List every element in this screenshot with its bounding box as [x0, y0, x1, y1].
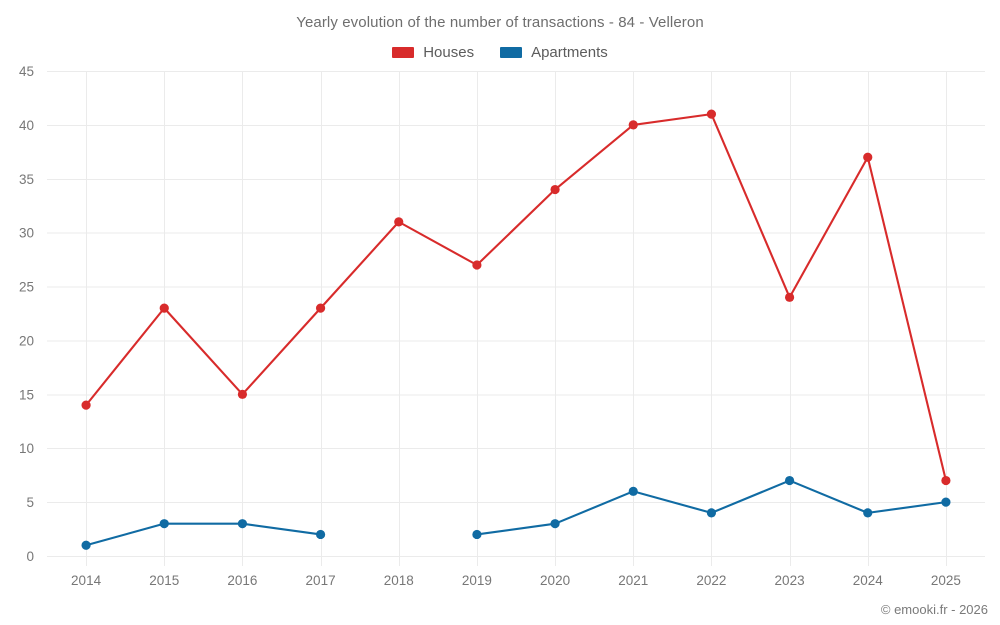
data-point-marker[interactable] [237, 519, 248, 529]
x-axis-tick-label: 2021 [618, 573, 648, 588]
series-line-houses [85, 113, 947, 482]
y-axis-tick-label: 20 [19, 333, 34, 348]
y-axis-tick-label: 5 [26, 495, 34, 510]
data-point-marker[interactable] [550, 519, 560, 529]
data-point-marker[interactable] [394, 217, 404, 227]
y-axis-tick-label: 30 [19, 226, 34, 241]
data-point-marker[interactable] [941, 475, 951, 486]
legend-label-apartments: Apartments [531, 44, 608, 61]
y-axis-tick-label: 40 [19, 118, 34, 133]
copyright-credit: © emooki.fr - 2026 [880, 602, 988, 617]
legend-swatch-icon [392, 47, 415, 58]
data-point-marker[interactable] [706, 109, 717, 119]
x-axis-tick-label: 2022 [696, 573, 726, 588]
gridlines [47, 71, 985, 566]
x-axis-tick-label: 2019 [462, 573, 492, 588]
data-point-marker[interactable] [628, 486, 638, 496]
y-axis-tick-label: 25 [19, 280, 34, 295]
data-point-marker[interactable] [315, 529, 326, 540]
x-axis-tick-label: 2024 [853, 573, 884, 588]
x-axis-tick-label: 2020 [540, 573, 570, 588]
data-point-marker[interactable] [628, 120, 638, 130]
y-axis-tick-label: 15 [19, 387, 34, 402]
chart-legend: Houses Apartments [0, 44, 1000, 61]
data-point-marker[interactable] [81, 400, 91, 410]
y-axis-tick-label: 45 [19, 64, 34, 79]
y-axis-tick-label: 35 [19, 172, 34, 187]
data-point-marker[interactable] [863, 152, 873, 162]
data-point-marker[interactable] [315, 303, 326, 313]
y-axis-tick-label: 10 [19, 441, 34, 456]
data-series-group [81, 109, 951, 550]
data-point-marker[interactable] [706, 508, 717, 518]
legend-item-houses[interactable]: Houses [392, 44, 474, 61]
series-line-apartments [85, 522, 322, 547]
x-axis-tick-label: 2015 [149, 573, 179, 588]
data-point-marker[interactable] [784, 475, 795, 486]
x-axis-tick-label: 2017 [306, 573, 336, 588]
legend-swatch-icon [500, 47, 523, 58]
legend-label-houses: Houses [423, 44, 475, 61]
data-point-marker[interactable] [159, 519, 169, 529]
data-point-marker[interactable] [472, 260, 482, 270]
legend-item-apartments[interactable]: Apartments [500, 44, 608, 61]
data-point-marker[interactable] [159, 303, 169, 313]
x-axis-tick-label: 2016 [227, 573, 257, 588]
data-point-marker[interactable] [941, 497, 951, 507]
data-point-marker[interactable] [863, 508, 873, 518]
x-axis-tick-label: 2025 [931, 573, 961, 588]
y-axis-tick-labels: 0 5 10 15 20 25 30 35 40 45 [19, 64, 34, 564]
x-axis-tick-label: 2014 [71, 573, 102, 588]
data-point-marker[interactable] [550, 184, 560, 195]
data-point-marker[interactable] [237, 389, 248, 399]
y-axis-tick-label: 0 [26, 549, 34, 564]
data-point-marker[interactable] [784, 292, 795, 302]
x-axis-tick-labels: 2014 2015 2016 2017 2018 2019 2020 2021 2022 2023… [71, 573, 961, 588]
x-axis-tick-label: 2018 [384, 573, 414, 588]
data-point-marker[interactable] [81, 540, 91, 550]
data-point-marker[interactable] [472, 529, 482, 540]
x-axis-tick-label: 2023 [775, 573, 805, 588]
chart-title: Yearly evolution of the number of transa… [296, 14, 704, 31]
